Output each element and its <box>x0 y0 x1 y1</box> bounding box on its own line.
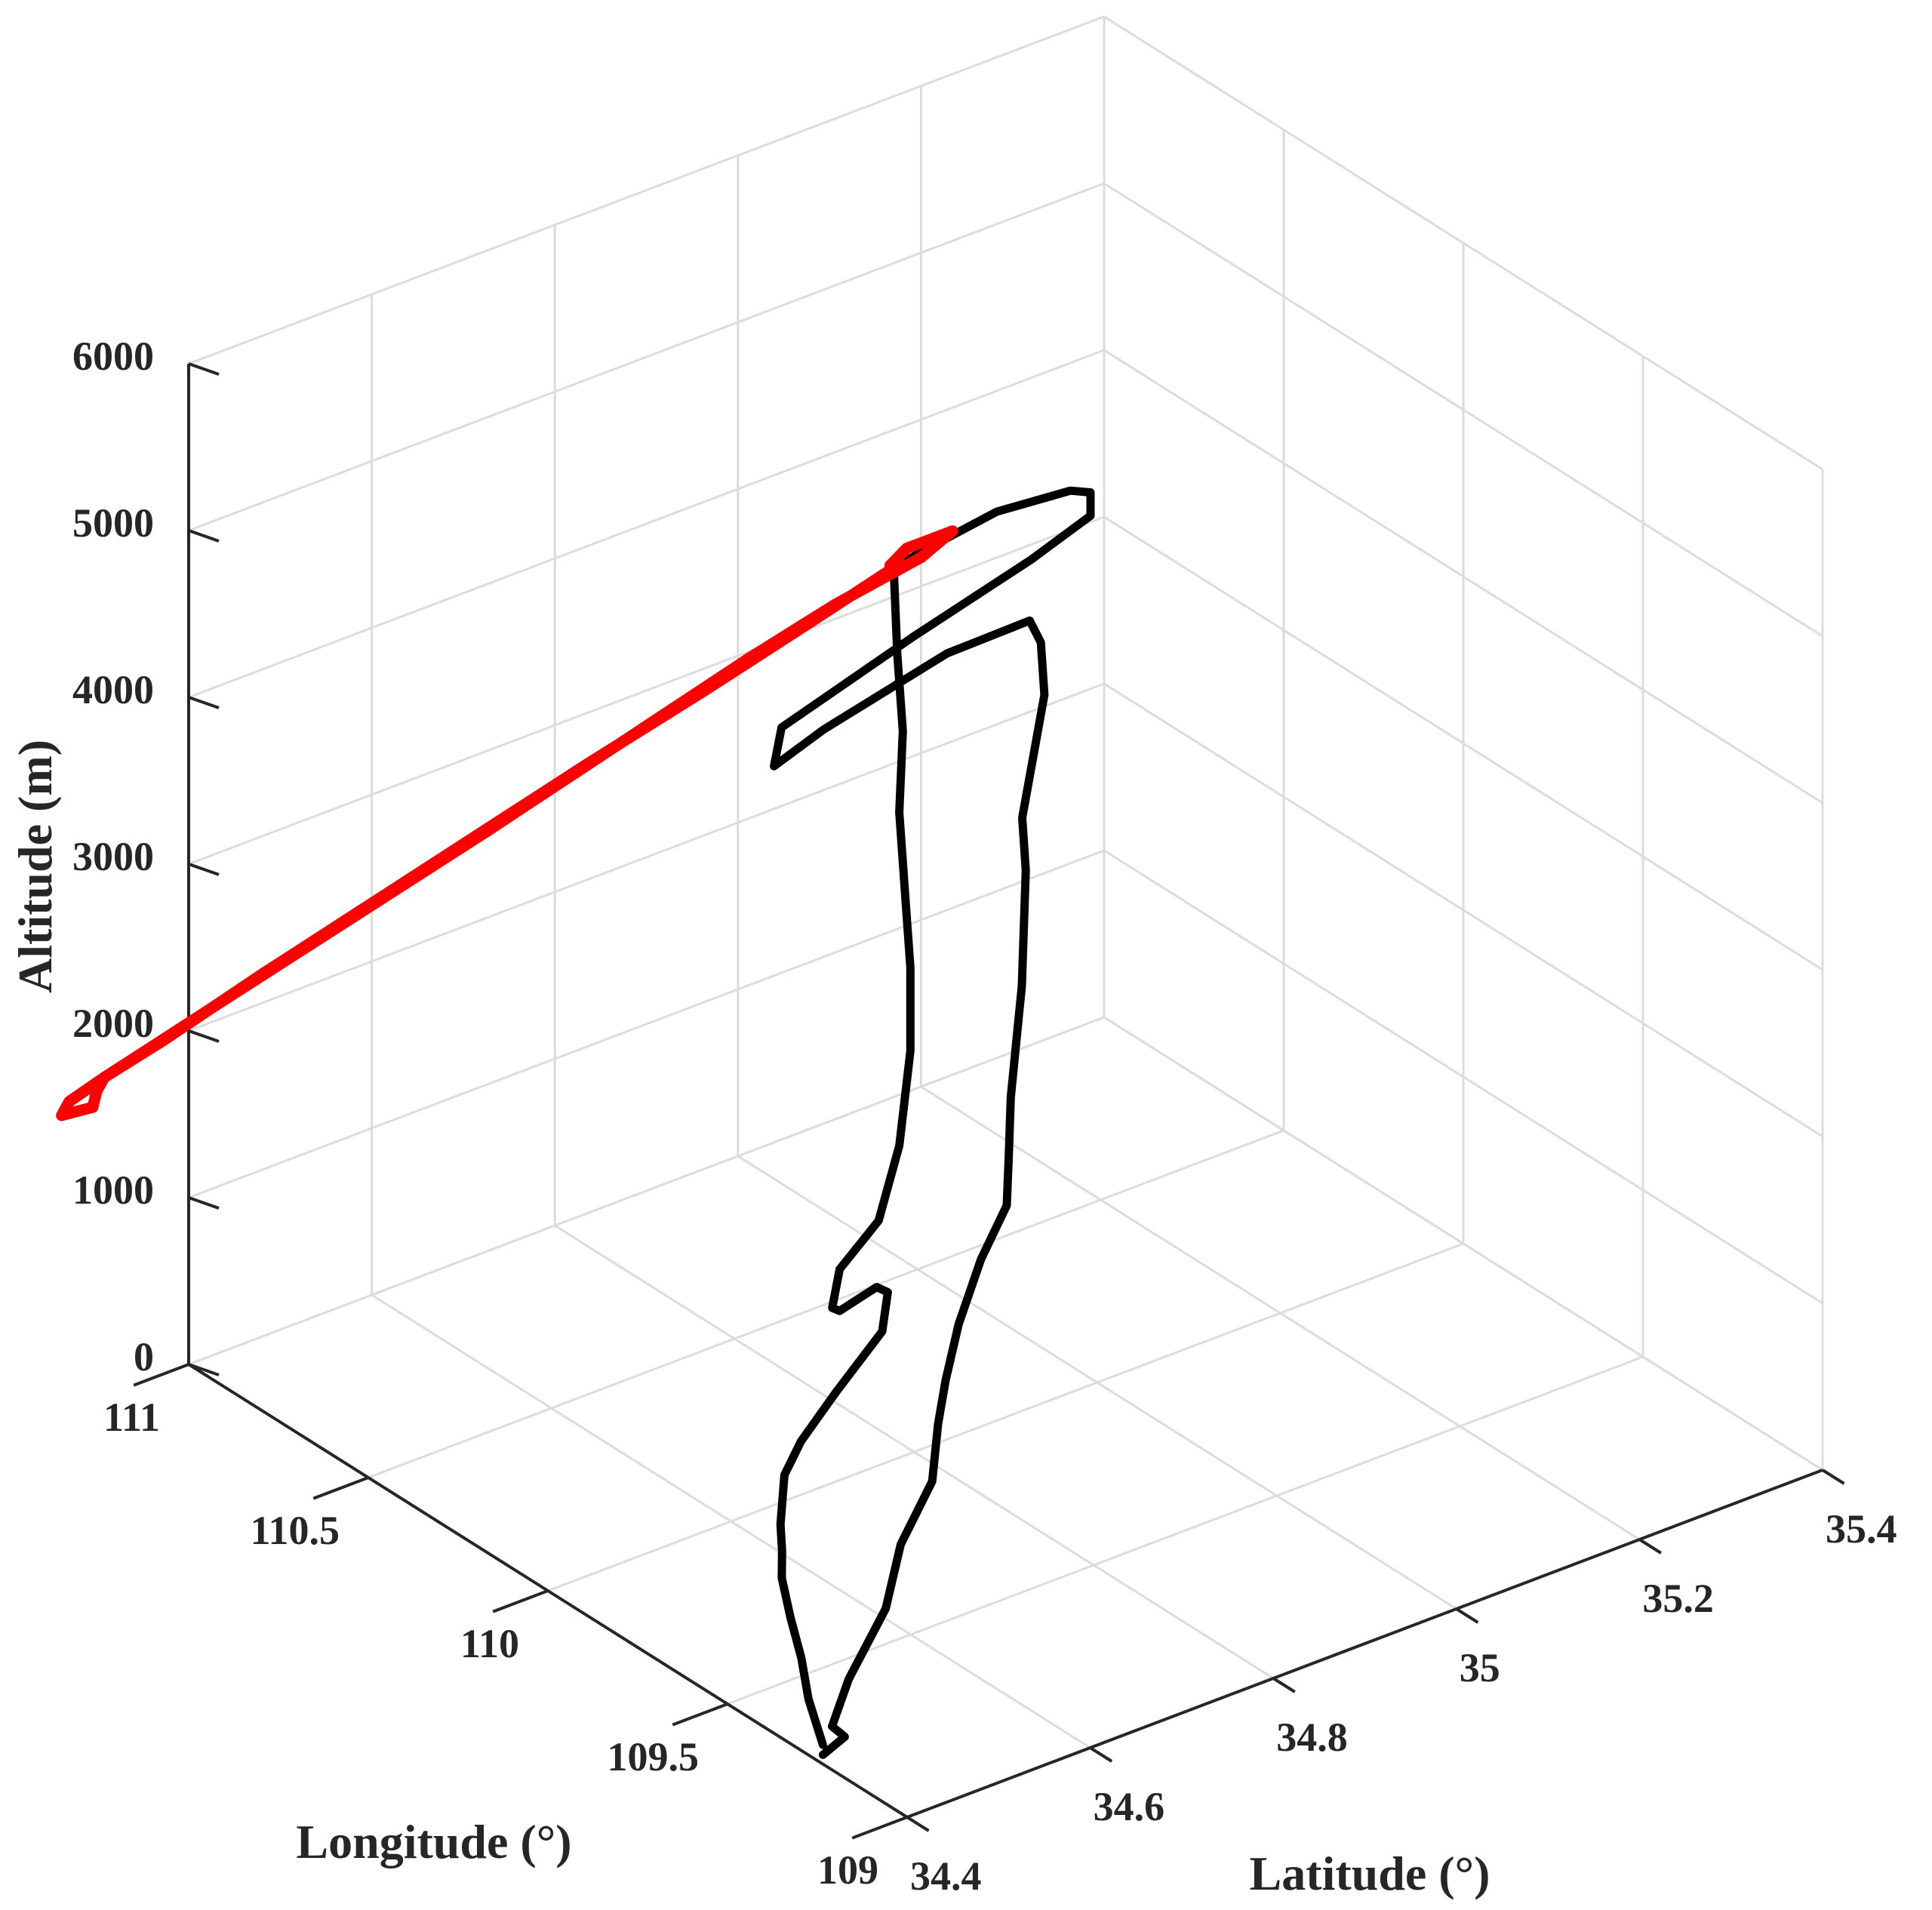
grid-line-floor-lon <box>368 1129 1284 1479</box>
x-tick <box>851 1816 908 1840</box>
grid-line-floor-lon <box>727 1355 1644 1705</box>
z-tick-label: 3000 <box>72 834 154 879</box>
grid-line-side-alt <box>1103 1016 1823 1472</box>
z-tick <box>188 696 220 709</box>
z-tick <box>188 1196 220 1210</box>
y-tick-label: 34.6 <box>1094 1784 1165 1829</box>
grid-line-wall-alt <box>188 849 1105 1199</box>
y-axis-label: Latitude (°) <box>1250 1847 1491 1900</box>
x-tick <box>672 1702 728 1727</box>
y-tick-label: 35.2 <box>1642 1576 1714 1621</box>
x-tick-label: 110.5 <box>250 1508 340 1553</box>
z-tick <box>188 362 220 376</box>
z-tick <box>188 1029 220 1043</box>
z-axis-label: Altitude (m) <box>8 740 62 993</box>
x-tick <box>312 1476 369 1500</box>
y-tick <box>1455 1607 1479 1624</box>
z-tick <box>188 863 220 876</box>
y-tick <box>1638 1538 1663 1555</box>
grid-line-wall-alt <box>188 1016 1105 1366</box>
grid-line-wall-alt <box>188 682 1105 1032</box>
x-tick-label: 109.5 <box>608 1734 700 1779</box>
grid-line-side-alt <box>1103 682 1823 1138</box>
x-axis-label: Longitude (°) <box>296 1815 571 1868</box>
y-tick-label: 35 <box>1460 1645 1500 1690</box>
grid-line-side-alt <box>1103 515 1823 971</box>
grid-line-wall-alt <box>188 15 1105 365</box>
y-tick <box>1089 1746 1113 1763</box>
grid-line-wall-alt <box>188 349 1105 699</box>
z-tick-label: 2000 <box>72 1001 154 1046</box>
grid-line-floor-lon <box>547 1242 1464 1592</box>
x-tick <box>492 1589 549 1613</box>
grid-line-side-alt <box>1103 182 1823 638</box>
grid-line-side-alt <box>1103 349 1823 804</box>
axes <box>133 362 1845 1840</box>
z-tick-label: 6000 <box>72 334 154 379</box>
flight-track-line <box>770 486 1095 1759</box>
grid-lines <box>187 15 1824 1819</box>
grid-line-floor-lat <box>737 1155 1457 1610</box>
grid-line-wall-alt <box>188 182 1105 532</box>
y-tick <box>1272 1677 1296 1693</box>
z-tick <box>188 529 220 543</box>
z-tick-label: 5000 <box>72 500 154 546</box>
z-tick-label: 0 <box>134 1334 154 1379</box>
x-tick <box>133 1363 189 1387</box>
grid-line-floor-lat <box>554 1224 1274 1680</box>
y-tick <box>906 1816 930 1832</box>
x-tick-label: 110 <box>460 1621 519 1666</box>
grid-line-wall-alt <box>188 515 1105 866</box>
x-tick-label: 111 <box>103 1395 160 1440</box>
z-tick-label: 4000 <box>72 667 154 712</box>
y-axis-line <box>906 1469 1823 1819</box>
y-tick-label: 34.4 <box>910 1853 982 1899</box>
y-tick <box>1821 1469 1845 1485</box>
trajectory <box>56 486 1095 1759</box>
grid-line-side-alt <box>1103 15 1823 471</box>
z-tick <box>188 1363 220 1376</box>
x-tick-label: 109 <box>817 1847 878 1893</box>
grid-line-side-alt <box>1103 849 1823 1305</box>
grid-line-floor-lat <box>920 1085 1641 1541</box>
y-tick-label: 34.8 <box>1276 1715 1348 1760</box>
tick-labels: 109 109.5 110 110.5 111 34.4 34.6 34.8 35 35.2 35.… <box>72 334 1897 1899</box>
z-tick-label: 1000 <box>72 1167 154 1213</box>
highlight-track-line <box>56 525 958 1121</box>
grid-line-floor-lat <box>371 1293 1091 1749</box>
y-tick-label: 35.4 <box>1826 1506 1897 1552</box>
